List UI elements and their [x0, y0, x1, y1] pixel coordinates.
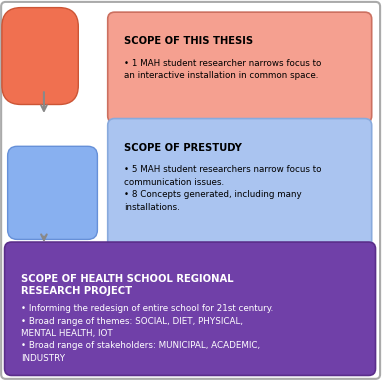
FancyBboxPatch shape — [5, 242, 376, 375]
FancyBboxPatch shape — [2, 8, 78, 104]
FancyBboxPatch shape — [108, 12, 372, 123]
FancyBboxPatch shape — [8, 146, 97, 239]
FancyBboxPatch shape — [108, 119, 372, 248]
Text: SCOPE OF HEALTH SCHOOL REGIONAL
RESEARCH PROJECT: SCOPE OF HEALTH SCHOOL REGIONAL RESEARCH… — [21, 274, 234, 296]
Text: • 1 MAH student researcher narrows focus to
an interactive installation in commo: • 1 MAH student researcher narrows focus… — [124, 59, 322, 81]
Text: SCOPE OF PRESTUDY: SCOPE OF PRESTUDY — [124, 142, 242, 152]
Text: • Informing the redesign of entire school for 21st century.
• Broad range of the: • Informing the redesign of entire schoo… — [21, 304, 273, 363]
Text: SCOPE OF THIS THESIS: SCOPE OF THIS THESIS — [124, 36, 253, 46]
Text: • 5 MAH student researchers narrow focus to
communication issues.
• 8 Concepts g: • 5 MAH student researchers narrow focus… — [124, 165, 322, 212]
